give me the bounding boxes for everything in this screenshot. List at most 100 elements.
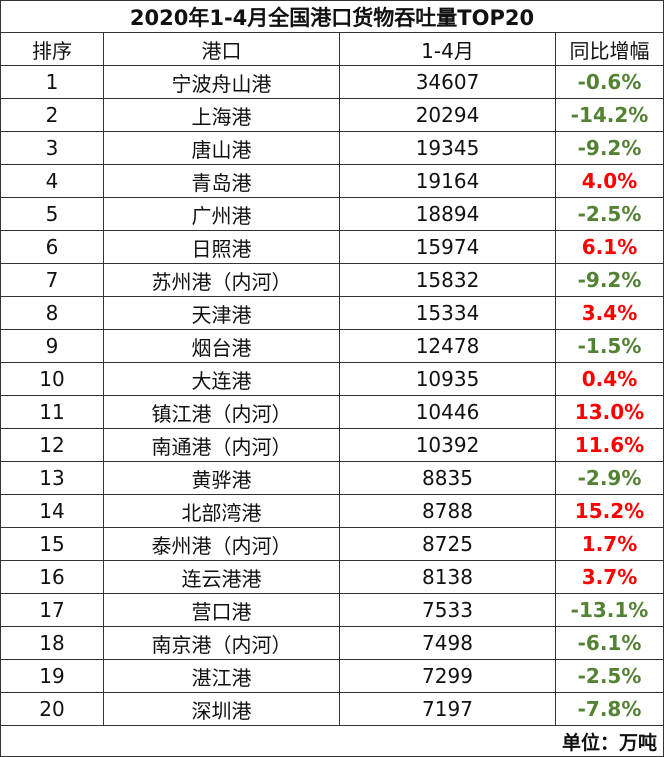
unit-label: 单位：万吨 xyxy=(0,725,664,757)
yoy-change-cell: -7.8% xyxy=(555,692,664,726)
yoy-change-cell: -9.2% xyxy=(555,131,664,165)
rank-cell: 2 xyxy=(0,98,104,132)
port-name-cell: 宁波舟山港 xyxy=(103,65,340,99)
port-name-cell: 湛江港 xyxy=(103,659,340,693)
port-name-cell: 苏州港（内河） xyxy=(103,263,340,297)
throughput-cell: 8835 xyxy=(339,461,556,495)
unit-row: 单位：万吨 xyxy=(0,725,664,757)
yoy-change-cell: -13.1% xyxy=(555,593,664,627)
throughput-cell: 15334 xyxy=(339,296,556,330)
rank-cell: 3 xyxy=(0,131,104,165)
throughput-cell: 12478 xyxy=(339,329,556,363)
port-name-cell: 深圳港 xyxy=(103,692,340,726)
port-name-cell: 大连港 xyxy=(103,362,340,396)
throughput-cell: 7533 xyxy=(339,593,556,627)
port-name-cell: 南京港（内河） xyxy=(103,626,340,660)
yoy-change-cell: -2.5% xyxy=(555,197,664,231)
port-name-cell: 上海港 xyxy=(103,98,340,132)
yoy-change-cell: 15.2% xyxy=(555,494,664,528)
yoy-change-cell: -0.6% xyxy=(555,65,664,99)
throughput-cell: 19345 xyxy=(339,131,556,165)
table-row: 16 连云港港 8138 3.7% xyxy=(0,560,664,594)
header-row: 排序 港口 1-4月 同比增幅 xyxy=(0,32,664,66)
rank-cell: 8 xyxy=(0,296,104,330)
port-name-cell: 镇江港（内河） xyxy=(103,395,340,429)
port-name-cell: 烟台港 xyxy=(103,329,340,363)
yoy-change-cell: -2.9% xyxy=(555,461,664,495)
table-row: 3 唐山港 19345 -9.2% xyxy=(0,131,664,165)
rank-cell: 12 xyxy=(0,428,104,462)
header-yoy: 同比增幅 xyxy=(555,32,664,66)
table-body: 1 宁波舟山港 34607 -0.6% 2 上海港 20294 -14.2% 3 唐山港 19345… xyxy=(0,65,664,726)
yoy-change-cell: 3.4% xyxy=(555,296,664,330)
yoy-change-cell: -9.2% xyxy=(555,263,664,297)
rank-cell: 18 xyxy=(0,626,104,660)
port-name-cell: 南通港（内河） xyxy=(103,428,340,462)
throughput-cell: 18894 xyxy=(339,197,556,231)
rank-cell: 5 xyxy=(0,197,104,231)
rank-cell: 13 xyxy=(0,461,104,495)
port-name-cell: 天津港 xyxy=(103,296,340,330)
rank-cell: 20 xyxy=(0,692,104,726)
rank-cell: 6 xyxy=(0,230,104,264)
rank-cell: 14 xyxy=(0,494,104,528)
throughput-cell: 15974 xyxy=(339,230,556,264)
throughput-cell: 19164 xyxy=(339,164,556,198)
throughput-cell: 7299 xyxy=(339,659,556,693)
throughput-cell: 7197 xyxy=(339,692,556,726)
header-port: 港口 xyxy=(103,32,340,66)
table-row: 20 深圳港 7197 -7.8% xyxy=(0,692,664,726)
throughput-cell: 7498 xyxy=(339,626,556,660)
yoy-change-cell: 6.1% xyxy=(555,230,664,264)
table-row: 7 苏州港（内河） 15832 -9.2% xyxy=(0,263,664,297)
yoy-change-cell: 3.7% xyxy=(555,560,664,594)
throughput-cell: 10392 xyxy=(339,428,556,462)
table-row: 11 镇江港（内河） 10446 13.0% xyxy=(0,395,664,429)
table-title: 2020年1-4月全国港口货物吞吐量TOP20 xyxy=(0,0,664,33)
rank-cell: 4 xyxy=(0,164,104,198)
rank-cell: 15 xyxy=(0,527,104,561)
port-name-cell: 北部湾港 xyxy=(103,494,340,528)
table-row: 19 湛江港 7299 -2.5% xyxy=(0,659,664,693)
table-row: 12 南通港（内河） 10392 11.6% xyxy=(0,428,664,462)
port-name-cell: 营口港 xyxy=(103,593,340,627)
rank-cell: 19 xyxy=(0,659,104,693)
port-name-cell: 连云港港 xyxy=(103,560,340,594)
throughput-cell: 8138 xyxy=(339,560,556,594)
throughput-cell: 10935 xyxy=(339,362,556,396)
table-row: 18 南京港（内河） 7498 -6.1% xyxy=(0,626,664,660)
port-name-cell: 唐山港 xyxy=(103,131,340,165)
table-row: 4 青岛港 19164 4.0% xyxy=(0,164,664,198)
throughput-cell: 34607 xyxy=(339,65,556,99)
throughput-cell: 15832 xyxy=(339,263,556,297)
table-row: 10 大连港 10935 0.4% xyxy=(0,362,664,396)
yoy-change-cell: 4.0% xyxy=(555,164,664,198)
rank-cell: 9 xyxy=(0,329,104,363)
table-row: 8 天津港 15334 3.4% xyxy=(0,296,664,330)
port-name-cell: 泰州港（内河） xyxy=(103,527,340,561)
yoy-change-cell: 0.4% xyxy=(555,362,664,396)
throughput-cell: 10446 xyxy=(339,395,556,429)
table-row: 6 日照港 15974 6.1% xyxy=(0,230,664,264)
port-name-cell: 日照港 xyxy=(103,230,340,264)
table-row: 1 宁波舟山港 34607 -0.6% xyxy=(0,65,664,99)
table-row: 9 烟台港 12478 -1.5% xyxy=(0,329,664,363)
header-period: 1-4月 xyxy=(339,32,556,66)
header-rank: 排序 xyxy=(0,32,104,66)
yoy-change-cell: 1.7% xyxy=(555,527,664,561)
table-row: 2 上海港 20294 -14.2% xyxy=(0,98,664,132)
rank-cell: 1 xyxy=(0,65,104,99)
rank-cell: 10 xyxy=(0,362,104,396)
yoy-change-cell: -14.2% xyxy=(555,98,664,132)
port-name-cell: 青岛港 xyxy=(103,164,340,198)
port-name-cell: 黄骅港 xyxy=(103,461,340,495)
yoy-change-cell: -1.5% xyxy=(555,329,664,363)
table-row: 17 营口港 7533 -13.1% xyxy=(0,593,664,627)
rank-cell: 17 xyxy=(0,593,104,627)
table-row: 13 黄骅港 8835 -2.9% xyxy=(0,461,664,495)
yoy-change-cell: 13.0% xyxy=(555,395,664,429)
throughput-cell: 8725 xyxy=(339,527,556,561)
yoy-change-cell: -6.1% xyxy=(555,626,664,660)
